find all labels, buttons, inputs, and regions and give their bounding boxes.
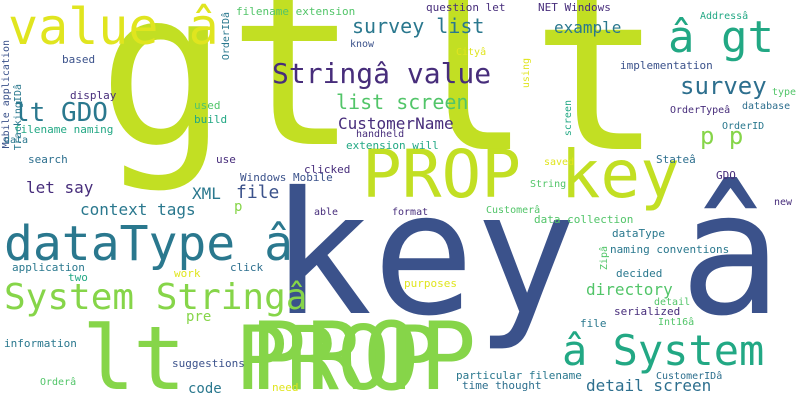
cloud-word-based: based — [62, 53, 96, 66]
cloud-word-filename-extension: filename extension — [236, 5, 356, 18]
cloud-word-purposes: purposes — [404, 277, 457, 290]
cloud-word-context-tags: context tags — [80, 200, 196, 219]
cloud-word-int16: Int16â — [658, 317, 695, 328]
cloud-word-lt-gdo: lt GDO — [14, 98, 108, 128]
cloud-word-orderid-vert: OrderIDâ — [221, 12, 232, 61]
cloud-word-zip: Zipâ — [599, 246, 610, 271]
cloud-word-application: application — [12, 261, 85, 274]
cloud-word-file-small: file — [580, 317, 607, 330]
cloud-word-extension-will: extension will — [346, 139, 439, 152]
cloud-word-suggestions: suggestions — [172, 357, 245, 370]
cloud-word-prop-key: PROP key — [362, 136, 680, 213]
cloud-word-new: new — [774, 197, 793, 208]
cloud-word-a-gt: â gt — [668, 12, 774, 63]
cloud-word-string: String — [530, 179, 567, 190]
cloud-word-two: two — [68, 271, 88, 284]
cloud-word-click: click — [230, 261, 264, 274]
cloud-word-handheld: handheld — [356, 129, 405, 140]
cloud-word-p-p: p p — [700, 122, 744, 150]
cloud-word-clicked: clicked — [304, 163, 351, 176]
cloud-word-key-a: key â — [270, 156, 782, 354]
cloud-word-display: display — [70, 89, 117, 102]
cloud-word-string-value: Stringâ value — [272, 57, 492, 90]
cloud-word-system-string: System Stringâ — [4, 277, 308, 318]
cloud-word-value-a: value â — [8, 0, 219, 56]
cloud-word-used: used — [194, 99, 221, 112]
cloud-word-datatype-small: dataType — [612, 227, 665, 240]
cloud-word-gdo: GDO — [716, 169, 736, 182]
cloud-word-p: p — [234, 199, 243, 215]
cloud-word-file: file — [236, 182, 280, 203]
cloud-word-ordertype: OrderTypeâ — [670, 105, 731, 116]
cloud-word-example: example — [554, 18, 622, 37]
cloud-word-type: type — [772, 87, 797, 98]
cloud-word-using: using — [521, 58, 532, 89]
cloud-word-naming-conventions: naming conventions — [610, 243, 730, 256]
cloud-word-customer: Customerâ — [486, 205, 541, 216]
cloud-word-pre: pre — [186, 309, 212, 325]
cloud-word-mobile-application: Mobile application — [1, 40, 12, 149]
cloud-word-question-let: question let — [426, 1, 506, 14]
cloud-word-survey: survey — [680, 72, 767, 100]
cloud-word-customername: CustomerName — [338, 114, 454, 133]
cloud-word-city: Cityâ — [456, 47, 487, 58]
cloud-word-filename-naming: filename naming — [14, 123, 114, 136]
cloud-word-address: Addressâ — [700, 11, 749, 22]
cloud-word-able: able — [314, 207, 339, 218]
cloud-word-code: code — [188, 381, 222, 397]
cloud-word-particular-filename: particular filename — [456, 369, 582, 382]
cloud-word-format: format — [392, 207, 429, 218]
cloud-word-xml: XML — [192, 184, 221, 203]
cloud-word-detail: detail — [654, 297, 691, 308]
cloud-word-implementation: implementation — [620, 59, 713, 72]
cloud-word-database: database — [742, 101, 791, 112]
cloud-word-datatype-a: dataType â — [4, 216, 293, 272]
cloud-word-directory: directory — [586, 280, 673, 299]
cloud-word-net-windows: NET Windows — [538, 1, 611, 14]
cloud-word-time-thought: time thought — [462, 379, 542, 392]
cloud-word-build: build — [194, 113, 228, 126]
cloud-word-lt: lt — [400, 0, 663, 201]
cloud-word-data: data — [4, 135, 29, 146]
cloud-word-search: search — [28, 153, 68, 166]
cloud-word-let-say: let say — [26, 178, 94, 197]
cloud-word-survey-list: survey list — [352, 14, 485, 38]
cloud-word-orderid: OrderID — [722, 121, 765, 132]
cloud-word-prop: PROP — [250, 303, 477, 400]
cloud-word-work: work — [174, 267, 201, 280]
cloud-word-list-screen: list screen — [336, 90, 469, 114]
cloud-word-need: need — [272, 381, 299, 394]
cloud-word-customerid: CustomerIDâ — [656, 371, 723, 382]
cloud-word-saved: saved — [544, 157, 575, 168]
cloud-word-know: know — [350, 39, 375, 50]
cloud-word-a-system: â System — [562, 326, 765, 375]
cloud-word-decided: decided — [616, 267, 663, 280]
cloud-word-gt: gt — [98, 0, 359, 195]
cloud-word-data-collection: data collection — [534, 213, 634, 226]
cloud-word-order: Orderâ — [40, 377, 77, 388]
cloud-word-use: use — [216, 153, 236, 166]
cloud-word-state: Stateâ — [656, 153, 696, 166]
cloud-word-serialized: serialized — [614, 305, 681, 318]
cloud-word-information: information — [4, 337, 77, 350]
cloud-word-detail-screen: detail screen — [586, 376, 712, 395]
cloud-word-windows-mobile: Windows Mobile — [240, 171, 333, 184]
cloud-word-lt-prop-left: lt PROP — [82, 307, 441, 400]
cloud-word-screen: screen — [563, 100, 574, 137]
